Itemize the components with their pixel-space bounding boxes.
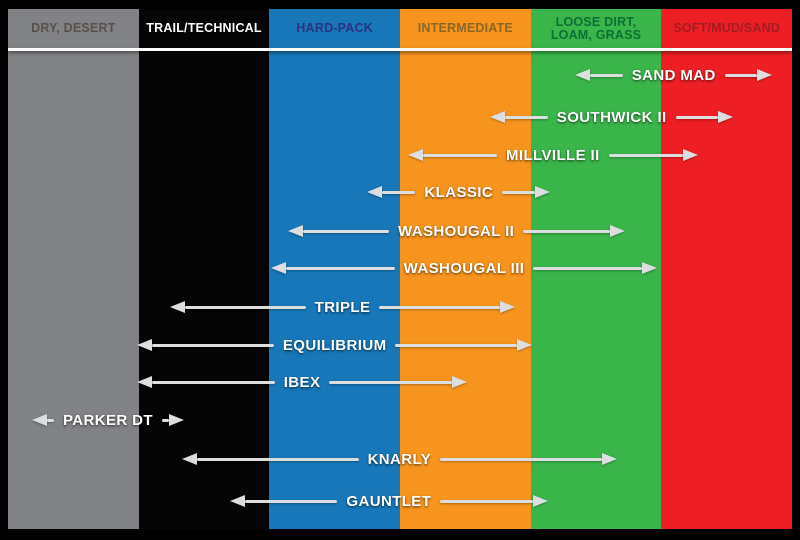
terrain-column-header: LOOSE DIRT, LOAM, GRASS xyxy=(550,14,642,42)
arrow-shaft xyxy=(382,190,416,194)
terrain-column-header: DRY, DESERT xyxy=(31,21,116,36)
tire-row: WASHOUGAL III xyxy=(270,255,658,281)
arrow-shaft xyxy=(152,380,275,384)
tire-name: WASHOUGAL II xyxy=(398,222,515,240)
tire-row: SAND MAD xyxy=(575,62,773,88)
left-arrowhead-icon xyxy=(490,111,506,123)
tire-name: WASHOUGAL III xyxy=(403,259,525,277)
terrain-column-5: SOFT/MUD/SAND xyxy=(661,9,793,529)
arrow-shaft xyxy=(675,115,719,119)
tire-row: EQUILIBRIUM xyxy=(137,332,532,358)
arrow-shaft xyxy=(245,499,338,503)
arrow-shaft xyxy=(379,305,500,309)
right-arrowhead-icon xyxy=(601,453,617,465)
left-arrowhead-icon xyxy=(230,495,246,507)
arrow-shaft xyxy=(533,266,643,270)
chart-area: DRY, DESERT TRAIL/TECHNICAL HARD-PACK INTER… xyxy=(8,9,793,529)
left-arrowhead-icon xyxy=(137,339,153,351)
arrow-shaft xyxy=(608,153,683,157)
tire-row: PARKER DT xyxy=(31,407,185,433)
tire-name: SAND MAD xyxy=(631,66,716,84)
tire-name: IBEX xyxy=(283,373,321,391)
right-arrowhead-icon xyxy=(642,262,658,274)
right-arrowhead-icon xyxy=(500,301,515,313)
left-arrowhead-icon xyxy=(270,262,286,274)
tire-name: TRIPLE xyxy=(314,298,371,316)
arrow-shaft xyxy=(196,457,359,461)
tire-row: TRIPLE xyxy=(170,294,515,320)
terrain-column-3: INTERMEDIATE xyxy=(400,9,531,529)
right-arrowhead-icon xyxy=(532,495,548,507)
arrow-shaft xyxy=(440,499,533,503)
left-arrowhead-icon xyxy=(367,186,383,198)
tire-name: EQUILIBRIUM xyxy=(282,336,387,354)
arrow-shaft xyxy=(152,343,274,347)
right-arrowhead-icon xyxy=(517,339,532,351)
tire-name: KLASSIC xyxy=(424,183,494,201)
right-arrowhead-icon xyxy=(682,149,698,161)
tire-name: KNARLY xyxy=(367,450,432,468)
right-arrowhead-icon xyxy=(757,69,773,81)
tire-rows: SAND MAD SOUTHWICK II MILLVILLE II KLASSIC W… xyxy=(8,9,792,529)
left-arrowhead-icon xyxy=(137,376,153,388)
terrain-column-0: DRY, DESERT xyxy=(8,9,139,529)
arrow-shaft xyxy=(502,190,536,194)
arrow-shaft xyxy=(161,418,170,422)
tire-name: GAUNTLET xyxy=(346,492,432,510)
left-arrowhead-icon xyxy=(31,414,47,426)
arrow-shaft xyxy=(440,457,602,461)
arrow-shaft xyxy=(724,73,758,77)
arrow-shaft xyxy=(302,229,390,233)
arrow-shaft xyxy=(505,115,548,119)
right-arrowhead-icon xyxy=(451,376,467,388)
arrow-shaft xyxy=(395,343,517,347)
arrow-shaft xyxy=(285,266,395,270)
header-divider-line xyxy=(8,48,792,51)
left-arrowhead-icon xyxy=(407,149,423,161)
arrow-shaft xyxy=(590,73,623,77)
arrow-shaft xyxy=(46,418,54,422)
tire-row: MILLVILLE II xyxy=(407,142,698,168)
terrain-column-header: TRAIL/TECHNICAL xyxy=(146,21,262,36)
arrow-shaft xyxy=(185,305,306,309)
left-arrowhead-icon xyxy=(575,69,591,81)
left-arrowhead-icon xyxy=(287,225,303,237)
terrain-column-header: HARD-PACK xyxy=(296,21,373,36)
tire-row: KNARLY xyxy=(181,446,617,472)
arrow-shaft xyxy=(523,229,610,233)
terrain-column-header: SOFT/MUD/SAND xyxy=(673,21,781,36)
right-arrowhead-icon xyxy=(609,225,625,237)
terrain-column-header: INTERMEDIATE xyxy=(417,21,513,36)
tire-row: WASHOUGAL II xyxy=(287,218,625,244)
tire-name: PARKER DT xyxy=(62,411,153,429)
right-arrowhead-icon xyxy=(718,111,734,123)
terrain-column-1: TRAIL/TECHNICAL xyxy=(138,9,270,529)
left-arrowhead-icon xyxy=(181,453,197,465)
tire-row: KLASSIC xyxy=(367,179,551,205)
tire-row: SOUTHWICK II xyxy=(490,104,734,130)
tire-row: IBEX xyxy=(137,369,467,395)
left-arrowhead-icon xyxy=(170,301,185,313)
tire-name: MILLVILLE II xyxy=(506,146,600,164)
arrow-shaft xyxy=(422,153,497,157)
right-arrowhead-icon xyxy=(535,186,551,198)
tire-row: GAUNTLET xyxy=(230,488,548,514)
arrow-shaft xyxy=(329,380,452,384)
right-arrowhead-icon xyxy=(169,414,185,426)
tire-name: SOUTHWICK II xyxy=(556,108,667,126)
